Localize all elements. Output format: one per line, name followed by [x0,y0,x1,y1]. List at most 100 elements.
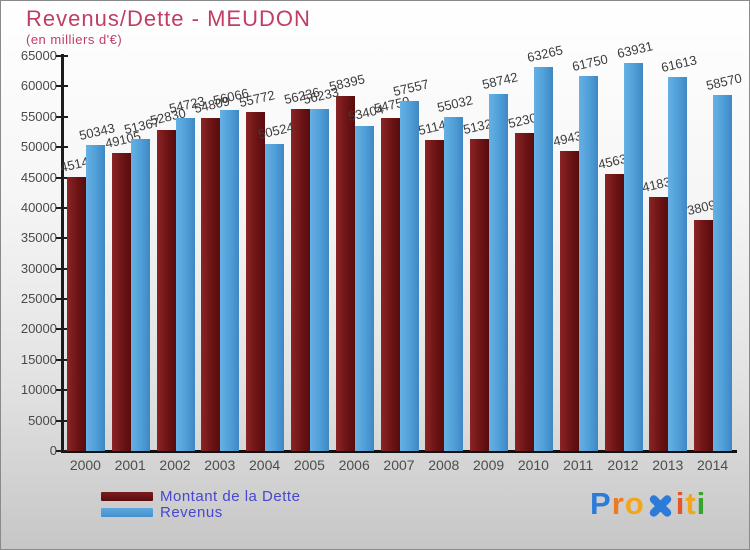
bar-value-label-revenus-2009: 58742 [480,69,520,93]
logo-x-icon [647,493,674,519]
y-tick [56,206,68,209]
y-tick-label: 0 [49,443,57,458]
y-tick-label: 60000 [20,78,57,94]
year-label-2008: 2008 [428,457,460,473]
legend-row-dette: Montant de la Dette [101,487,301,505]
bar-revenus-2004 [265,143,285,451]
year-label-2000: 2000 [69,457,101,473]
bar-revenus-2005 [310,109,329,451]
bar-dette-2004 [246,112,266,451]
y-tick-label: 45000 [20,169,57,185]
year-label-2014: 2014 [697,457,729,473]
bar-dette-2002 [156,129,176,451]
y-axis [61,54,64,451]
y-tick-label: 55000 [20,108,57,124]
y-tick-label: 50000 [20,139,57,155]
y-tick [56,55,68,57]
bar-dette-2009 [470,139,490,451]
legend: Montant de la Dette Revenus [101,487,301,521]
bar-dette-2006 [335,96,355,451]
y-tick [56,419,68,422]
year-label-2006: 2006 [338,457,370,473]
x-axis [61,450,737,453]
y-tick [56,328,68,331]
y-tick [56,146,68,149]
year-label-2013: 2013 [652,457,684,473]
y-tick [56,237,68,240]
bar-revenus-2009 [489,94,509,451]
y-tick-label: 30000 [20,260,57,276]
legend-swatch-dette [101,491,153,501]
bar-revenus-2008 [444,116,464,451]
logo-letter: P [590,486,612,521]
legend-swatch-revenus [101,507,153,517]
bar-revenus-2000 [86,145,105,451]
y-tick [56,450,68,452]
chart-subtitle: (en milliers d'€) [26,32,123,47]
bar-value-label-revenus-2012: 63931 [615,37,654,61]
logo-letter: i [696,486,707,521]
logo-letter: i [675,486,686,521]
bar-value-label-revenus-2013: 61613 [660,51,699,75]
bar-revenus-2011 [578,75,598,451]
year-label-2007: 2007 [383,457,415,473]
bar-revenus-2003 [220,110,240,451]
logo-letter: r [611,486,625,521]
bar-revenus-2012 [623,62,643,451]
y-tick [56,115,68,118]
bar-dette-2005 [291,109,310,451]
bar-dette-2011 [559,150,579,451]
year-label-2011: 2011 [563,457,594,473]
y-tick [56,389,68,392]
logo-letter: o [624,486,645,521]
year-label-2012: 2012 [607,457,639,473]
y-tick-label: 20000 [20,321,57,337]
bar-value-label-revenus-2014: 58570 [704,70,744,94]
bar-dette-2008 [425,140,445,451]
year-label-2005: 2005 [293,457,325,473]
y-tick [56,176,68,179]
year-label-2010: 2010 [517,457,549,473]
year-label-2001: 2001 [114,457,146,473]
y-tick-label: 10000 [20,382,57,398]
y-tick-label: 40000 [20,199,57,215]
bar-dette-2014 [694,219,714,451]
bar-value-label-revenus-2007: 57557 [391,76,430,100]
bar-dette-2010 [515,133,534,451]
y-tick-label: 35000 [20,230,57,246]
bar-value-label-revenus-2010: 63265 [525,41,565,65]
bar-dette-2003 [201,117,221,451]
y-tick-label: 25000 [20,291,57,307]
bar-dette-2000 [67,176,86,451]
chart-title: Revenus/Dette - MEUDON [26,6,311,31]
bar-dette-2012 [604,173,624,451]
year-label-2004: 2004 [249,457,281,473]
bar-revenus-2001 [130,138,150,451]
bar-value-label-revenus-2011: 61750 [570,51,610,74]
y-tick [56,358,68,361]
bar-revenus-2007 [399,101,419,451]
year-label-2002: 2002 [159,457,191,473]
y-tick-label: 15000 [20,351,57,367]
bar-value-label-revenus-2001: 51367 [122,114,162,137]
legend-row-revenus: Revenus [101,503,300,521]
bar-revenus-2014 [713,95,733,451]
y-tick [56,298,68,301]
y-tick [56,85,68,88]
legend-label-revenus: Revenus [160,503,223,521]
year-label-2009: 2009 [473,457,505,473]
y-tick-label: 5000 [28,412,57,428]
legend-label-dette: Montant de la Dette [160,487,301,505]
plot-area: 45141 50343 49105 51367 52830 54723 54809 56066… [56,38,743,452]
bar-dette-2013 [649,196,669,451]
bar-revenus-2013 [668,76,688,451]
y-tick-label: 65000 [20,48,57,63]
bar-revenus-2006 [354,126,374,451]
bar-dette-2001 [111,152,131,451]
y-tick [56,267,68,270]
bar-revenus-2010 [534,66,553,451]
logo-letter: t [685,486,697,521]
bar-value-label-revenus-2008: 55032 [436,91,475,115]
